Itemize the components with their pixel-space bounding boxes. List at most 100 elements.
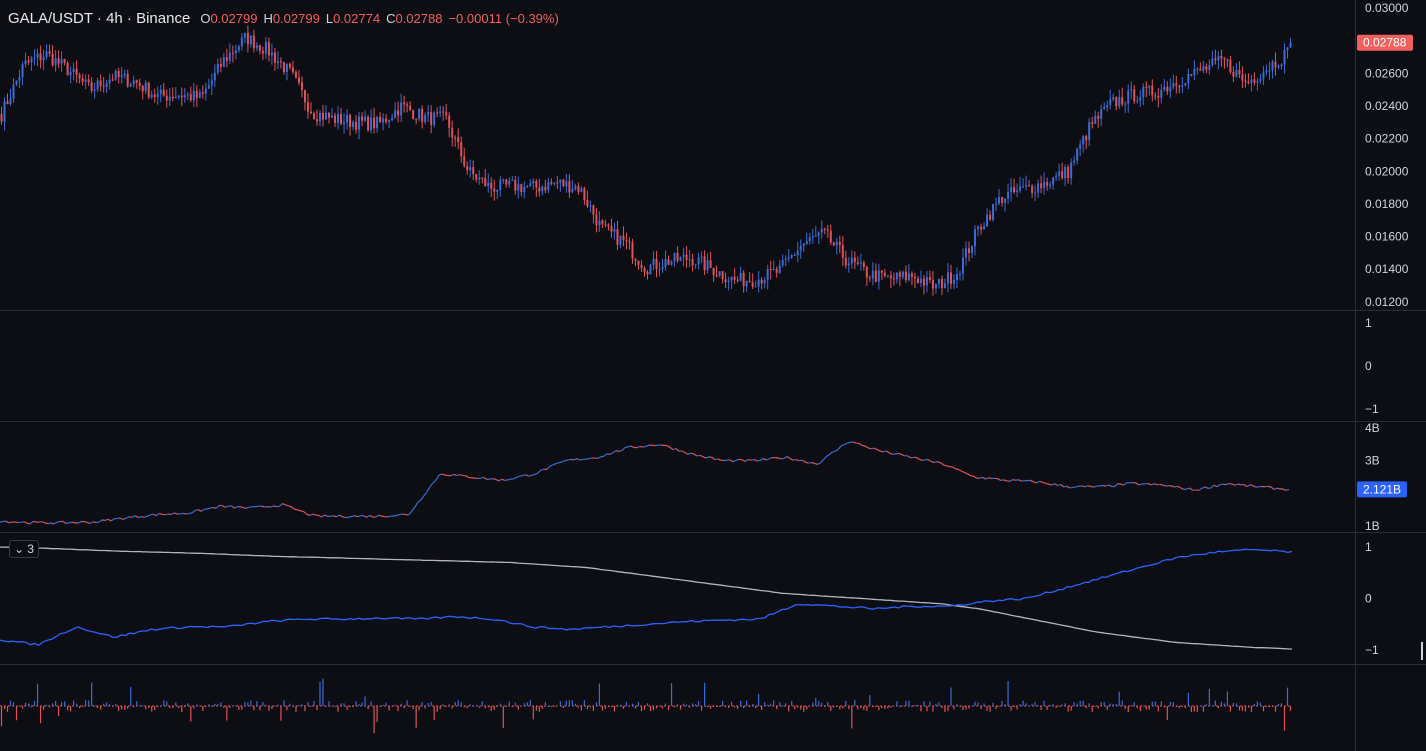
candle-body [520, 184, 523, 192]
histogram-bar [1013, 706, 1015, 707]
candle-body [721, 271, 724, 280]
volume-line-segment [834, 448, 839, 452]
volume-line-segment [609, 452, 614, 455]
candle-body [820, 228, 823, 233]
candle-body [823, 228, 826, 230]
volume-line-segment [131, 515, 136, 518]
volume-line-segment [378, 514, 382, 517]
histogram-bar [752, 703, 754, 706]
histogram-bar [749, 706, 751, 707]
volume-line-segment [783, 455, 788, 459]
volume-line-segment [1114, 483, 1119, 487]
collapse-indicators-button[interactable]: ⌄ 3 [9, 540, 39, 558]
volume-line-segment [200, 508, 205, 512]
histogram-bar [1052, 704, 1054, 706]
candle-body [132, 80, 135, 84]
volume-line-segment [1267, 485, 1272, 488]
candle-body [977, 226, 980, 230]
candle-body [1010, 187, 1013, 192]
histogram-bar [238, 706, 240, 710]
candle-body [1028, 185, 1031, 187]
histogram-bar [1208, 688, 1210, 706]
volume-line-segment [1081, 485, 1085, 488]
histogram-bar [968, 706, 970, 709]
histogram-bar [1022, 700, 1024, 706]
volume-line-segment [573, 458, 578, 461]
histogram-bar [1070, 706, 1072, 711]
candle-body [983, 226, 986, 230]
candle-body [1106, 105, 1109, 108]
candle-body [1208, 65, 1211, 70]
candle-body [1190, 74, 1193, 76]
candle-body [337, 113, 340, 123]
candle-body [267, 41, 270, 56]
indicator1-axis-tick: 0 [1365, 359, 1372, 373]
volume-line-segment [1072, 486, 1076, 489]
histogram-bar [577, 706, 579, 708]
volume-line-segment [681, 450, 686, 454]
histogram-bar [688, 706, 691, 708]
candle-body [493, 188, 496, 192]
histogram-bar [887, 706, 889, 709]
volume-line-segment [675, 448, 680, 452]
volume-line-segment [89, 521, 94, 524]
volume-axis-tick: 1B [1365, 519, 1380, 533]
histogram-bar [382, 704, 384, 706]
histogram-bar [250, 700, 252, 706]
scrollbar-handle[interactable] [1421, 642, 1423, 660]
candle-body [1037, 183, 1040, 193]
candle-body [1205, 66, 1208, 70]
volume-line-segment [1276, 487, 1281, 490]
volume-line-segment [104, 518, 109, 521]
candle-body [1268, 70, 1271, 72]
histogram-bar [592, 706, 595, 711]
histogram-bar [884, 706, 886, 709]
symbol-title[interactable]: GALA/USDT · 4h · Binance [8, 10, 191, 27]
open-value: 0.02799 [210, 11, 258, 26]
volume-line-segment [110, 518, 115, 522]
histogram-bar [1163, 706, 1165, 708]
price-axis[interactable]: 0.030000.028000.026000.024000.022000.020… [1357, 1, 1423, 660]
histogram-bar [51, 703, 54, 706]
volume-line-segment [684, 452, 689, 455]
volume-line-segment [351, 515, 355, 518]
volume-line-segment [381, 515, 385, 518]
histogram-bar [589, 706, 592, 708]
histogram-bar [418, 706, 420, 711]
candle-body [787, 257, 790, 259]
candle-body [472, 167, 475, 175]
histogram-bar [322, 678, 324, 706]
histogram-bar [842, 706, 844, 709]
candle-body [553, 182, 556, 184]
candle-body [727, 280, 730, 283]
volume-line-segment [411, 507, 416, 512]
volume-line-segment [321, 514, 325, 518]
histogram-bar [535, 706, 537, 711]
candle-body [394, 110, 397, 118]
volume-line-segment [801, 459, 806, 463]
volume-line-segment [874, 447, 878, 451]
candle-body [171, 96, 174, 99]
volume-line-segment [570, 458, 575, 461]
histogram-bar [42, 706, 45, 710]
candle-body [964, 248, 967, 258]
histogram-bar [0, 706, 3, 727]
candle-body [1178, 85, 1181, 87]
histogram-bar [797, 706, 799, 708]
candle-body [1043, 182, 1046, 189]
candle-body [442, 111, 445, 113]
candle-body [697, 257, 700, 265]
volume-line-segment [312, 513, 316, 516]
volume-line-segment [1087, 485, 1091, 487]
histogram-bar [923, 701, 925, 706]
volume-line-segment [642, 445, 647, 448]
candle-body [968, 248, 970, 253]
candle-body [604, 224, 607, 226]
candle-body [81, 78, 84, 82]
histogram-bar [613, 706, 616, 712]
candle-body [243, 33, 246, 38]
histogram-bar [1109, 703, 1111, 706]
